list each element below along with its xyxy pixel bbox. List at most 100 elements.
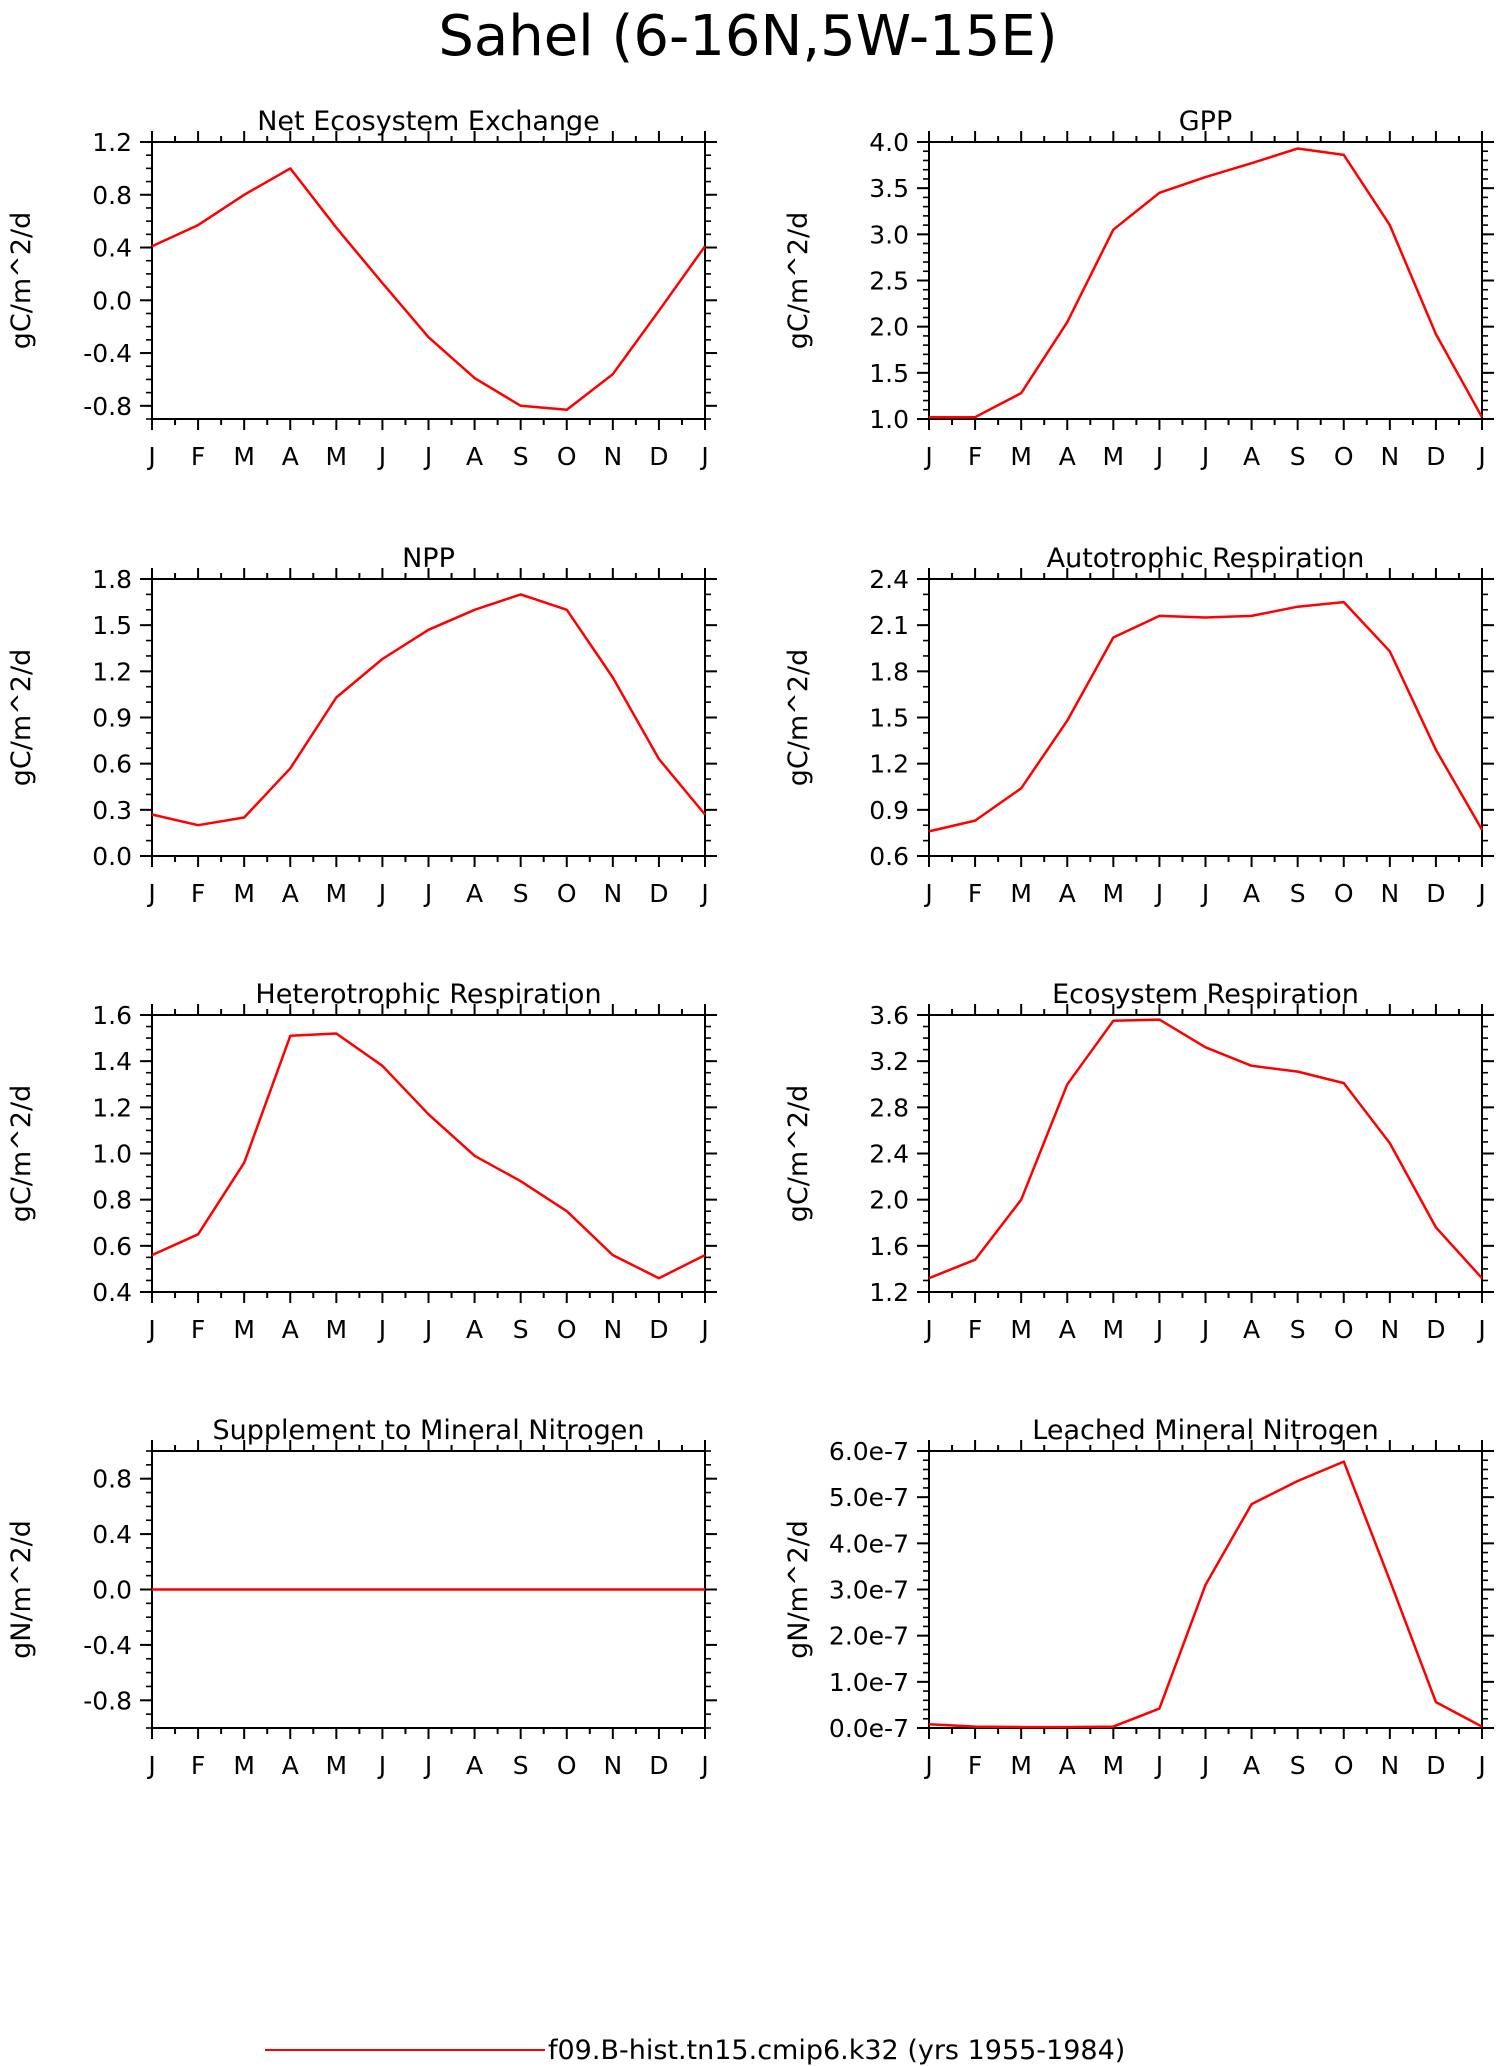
- x-tick-label: J: [377, 442, 386, 471]
- y-tick-label: 1.5: [869, 359, 909, 388]
- x-tick-label: J: [377, 1751, 386, 1780]
- x-tick-label: N: [603, 1315, 622, 1344]
- x-tick-label: N: [1380, 1315, 1399, 1344]
- x-tick-label: M: [1103, 442, 1125, 471]
- y-tick-label: 0.9: [869, 796, 909, 825]
- x-tick-label: S: [513, 879, 529, 908]
- y-tick-label: 1.8: [869, 657, 909, 686]
- x-tick-label: N: [1380, 442, 1399, 471]
- x-tick-label: M: [1010, 1751, 1032, 1780]
- x-tick-label: M: [1103, 1751, 1125, 1780]
- y-tick-label: 1.0e-7: [829, 1668, 909, 1697]
- y-tick-label: 1.6: [869, 1232, 909, 1261]
- y-tick-label: 2.0: [869, 313, 909, 342]
- y-tick-label: 1.8: [92, 565, 132, 594]
- y-tick-label: 1.2: [92, 657, 132, 686]
- x-tick-label: M: [1103, 879, 1125, 908]
- x-tick-label: M: [326, 1315, 348, 1344]
- y-tick-label: 1.0: [92, 1140, 132, 1169]
- y-tick-label: 2.0e-7: [829, 1622, 909, 1651]
- plot-frame: [928, 1014, 1483, 1293]
- y-tick-label: 2.4: [869, 1140, 909, 1169]
- x-tick-label: J: [699, 442, 708, 471]
- x-tick-label: A: [466, 1315, 483, 1344]
- x-tick-label: A: [1243, 1751, 1260, 1780]
- x-tick-label: A: [282, 1315, 299, 1344]
- legend-label: f09.B-hist.tn15.cmip6.k32 (yrs 1955-1984…: [548, 2035, 1125, 2066]
- plot-frame: [151, 141, 706, 420]
- y-tick-label: 3.6: [869, 1001, 909, 1030]
- y-tick-label: 2.1: [869, 611, 909, 640]
- x-tick-label: M: [1010, 442, 1032, 471]
- x-tick-label: J: [923, 442, 932, 471]
- x-tick-label: J: [1154, 442, 1163, 471]
- x-tick-label: S: [1290, 1315, 1306, 1344]
- x-tick-label: D: [649, 442, 668, 471]
- y-tick-label: 0.8: [92, 1465, 132, 1494]
- x-tick-label: J: [699, 879, 708, 908]
- x-tick-label: J: [1476, 1751, 1485, 1780]
- x-tick-label: S: [513, 442, 529, 471]
- y-axis-label: gN/m^2/d: [6, 1520, 37, 1659]
- x-tick-label: J: [1154, 1315, 1163, 1344]
- y-tick-label: 0.3: [92, 796, 132, 825]
- x-tick-label: A: [282, 1751, 299, 1780]
- x-tick-label: A: [1059, 1315, 1076, 1344]
- x-tick-label: M: [326, 442, 348, 471]
- x-tick-label: J: [1200, 1751, 1209, 1780]
- x-tick-label: N: [603, 879, 622, 908]
- x-tick-label: A: [1243, 1315, 1260, 1344]
- y-tick-label: 1.5: [92, 611, 132, 640]
- x-tick-label: M: [233, 879, 255, 908]
- y-tick-label: 0.6: [869, 842, 909, 871]
- x-tick-label: O: [557, 1315, 577, 1344]
- x-tick-label: J: [1200, 879, 1209, 908]
- y-tick-label: 0.8: [92, 181, 132, 210]
- x-tick-label: N: [603, 442, 622, 471]
- y-tick-label: 0.9: [92, 704, 132, 733]
- x-tick-label: A: [466, 442, 483, 471]
- x-tick-label: O: [557, 1751, 577, 1780]
- y-tick-label: 1.2: [92, 128, 132, 157]
- x-tick-label: O: [557, 879, 577, 908]
- x-tick-label: A: [1243, 879, 1260, 908]
- x-tick-label: F: [968, 442, 982, 471]
- y-tick-label: 0.0: [92, 286, 132, 315]
- x-tick-label: J: [923, 1751, 932, 1780]
- y-tick-label: 1.4: [92, 1047, 132, 1076]
- y-tick-label: 2.0: [869, 1186, 909, 1215]
- y-tick-label: -0.8: [83, 392, 132, 421]
- x-tick-label: J: [423, 1315, 432, 1344]
- x-tick-label: D: [649, 1315, 668, 1344]
- x-tick-label: F: [968, 879, 982, 908]
- x-tick-label: F: [191, 442, 205, 471]
- x-tick-label: A: [1059, 442, 1076, 471]
- y-tick-label: 0.0e-7: [829, 1714, 909, 1743]
- y-tick-label: 0.6: [92, 1232, 132, 1261]
- y-tick-label: 1.2: [869, 1278, 909, 1307]
- x-tick-label: J: [1154, 879, 1163, 908]
- x-tick-label: M: [1010, 1315, 1032, 1344]
- x-tick-label: J: [377, 1315, 386, 1344]
- page-title: Sahel (6-16N,5W-15E): [438, 4, 1057, 69]
- y-tick-label: 3.5: [869, 174, 909, 203]
- x-tick-label: J: [146, 879, 155, 908]
- x-tick-label: M: [326, 1751, 348, 1780]
- x-tick-label: J: [699, 1315, 708, 1344]
- y-axis-label: gC/m^2/d: [783, 212, 814, 349]
- x-tick-label: A: [1059, 879, 1076, 908]
- x-tick-label: N: [1380, 879, 1399, 908]
- x-tick-label: J: [1200, 1315, 1209, 1344]
- x-tick-label: J: [146, 1315, 155, 1344]
- x-tick-label: O: [1334, 879, 1354, 908]
- y-tick-label: 1.6: [92, 1001, 132, 1030]
- x-tick-label: J: [1476, 442, 1485, 471]
- y-tick-label: 0.4: [92, 1278, 132, 1307]
- y-tick-label: 1.2: [869, 750, 909, 779]
- series-line: [151, 1032, 706, 1280]
- x-tick-label: O: [1334, 442, 1354, 471]
